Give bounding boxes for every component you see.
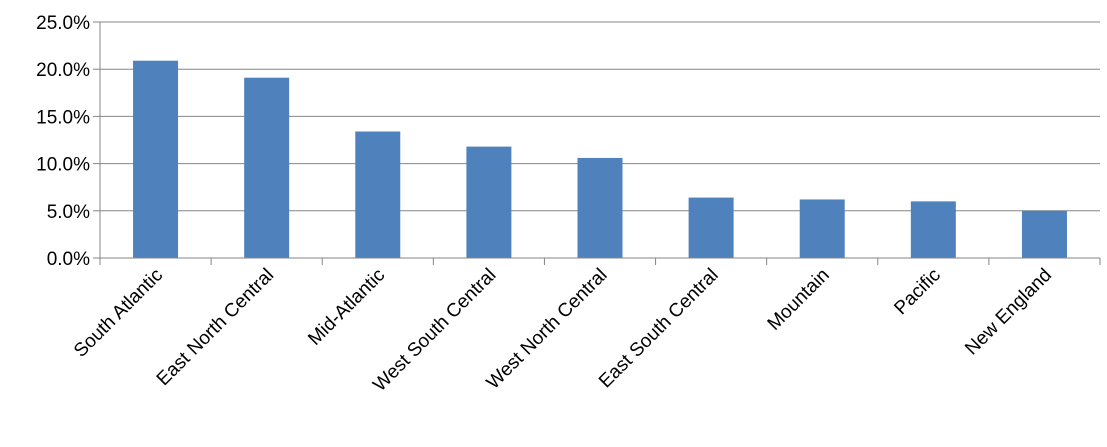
bar (244, 77, 290, 258)
bars (133, 60, 1067, 259)
y-tick-label: 5.0% (47, 202, 90, 223)
bar (355, 131, 401, 258)
y-tick-label: 10.0% (36, 155, 90, 176)
y-tick-labels: 0.0% 5.0% 10.0% 15.0% 20.0% 25.0% (36, 13, 90, 270)
x-category-label: Mid-Atlantic (304, 265, 389, 350)
bar (910, 201, 956, 258)
bar (688, 197, 734, 258)
x-category-label: Mountain (764, 265, 834, 335)
bar (799, 199, 845, 258)
bar (466, 146, 512, 258)
x-category-label: West South Central (369, 265, 500, 396)
x-category-label: West North Central (483, 265, 612, 394)
axes (93, 21, 1101, 265)
y-tick-label: 15.0% (36, 107, 90, 128)
bar (577, 157, 623, 258)
bar (1021, 210, 1067, 258)
x-category-label: East North Central (153, 265, 278, 390)
x-category-label: New England (961, 265, 1056, 360)
y-tick-label: 20.0% (36, 60, 90, 81)
bar (133, 60, 179, 259)
y-tick-label: 0.0% (47, 249, 90, 270)
x-category-label: Pacific (890, 265, 944, 319)
x-category-label: East South Central (595, 265, 723, 393)
y-tick-label: 25.0% (36, 13, 90, 34)
x-category-label: South Atlantic (70, 265, 167, 362)
